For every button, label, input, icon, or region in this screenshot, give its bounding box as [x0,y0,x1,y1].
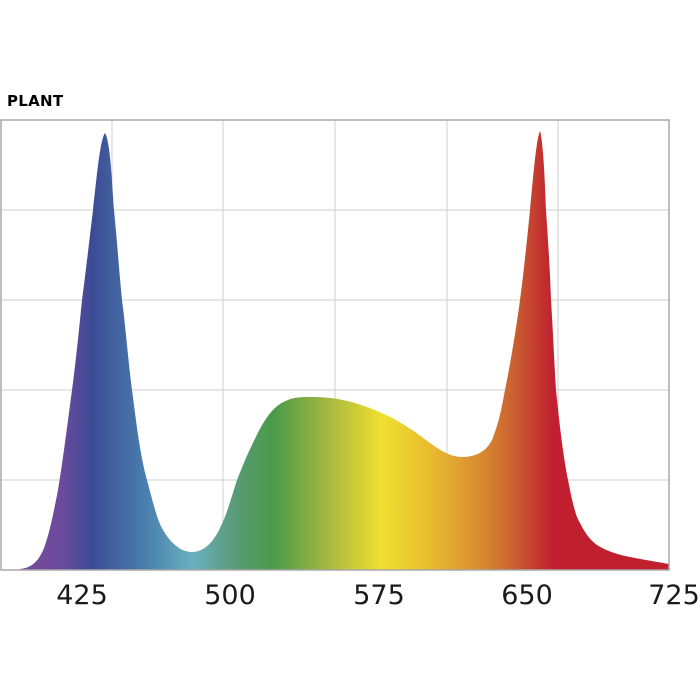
x-tick-500: 500 [204,580,256,611]
chart-title: PLANT [7,92,64,110]
x-tick-650: 650 [501,580,553,611]
x-tick-425: 425 [56,580,108,611]
x-tick-725: 725 [648,580,700,611]
chart-frame [0,119,670,571]
spectrum-area [20,131,669,570]
x-tick-575: 575 [353,580,405,611]
